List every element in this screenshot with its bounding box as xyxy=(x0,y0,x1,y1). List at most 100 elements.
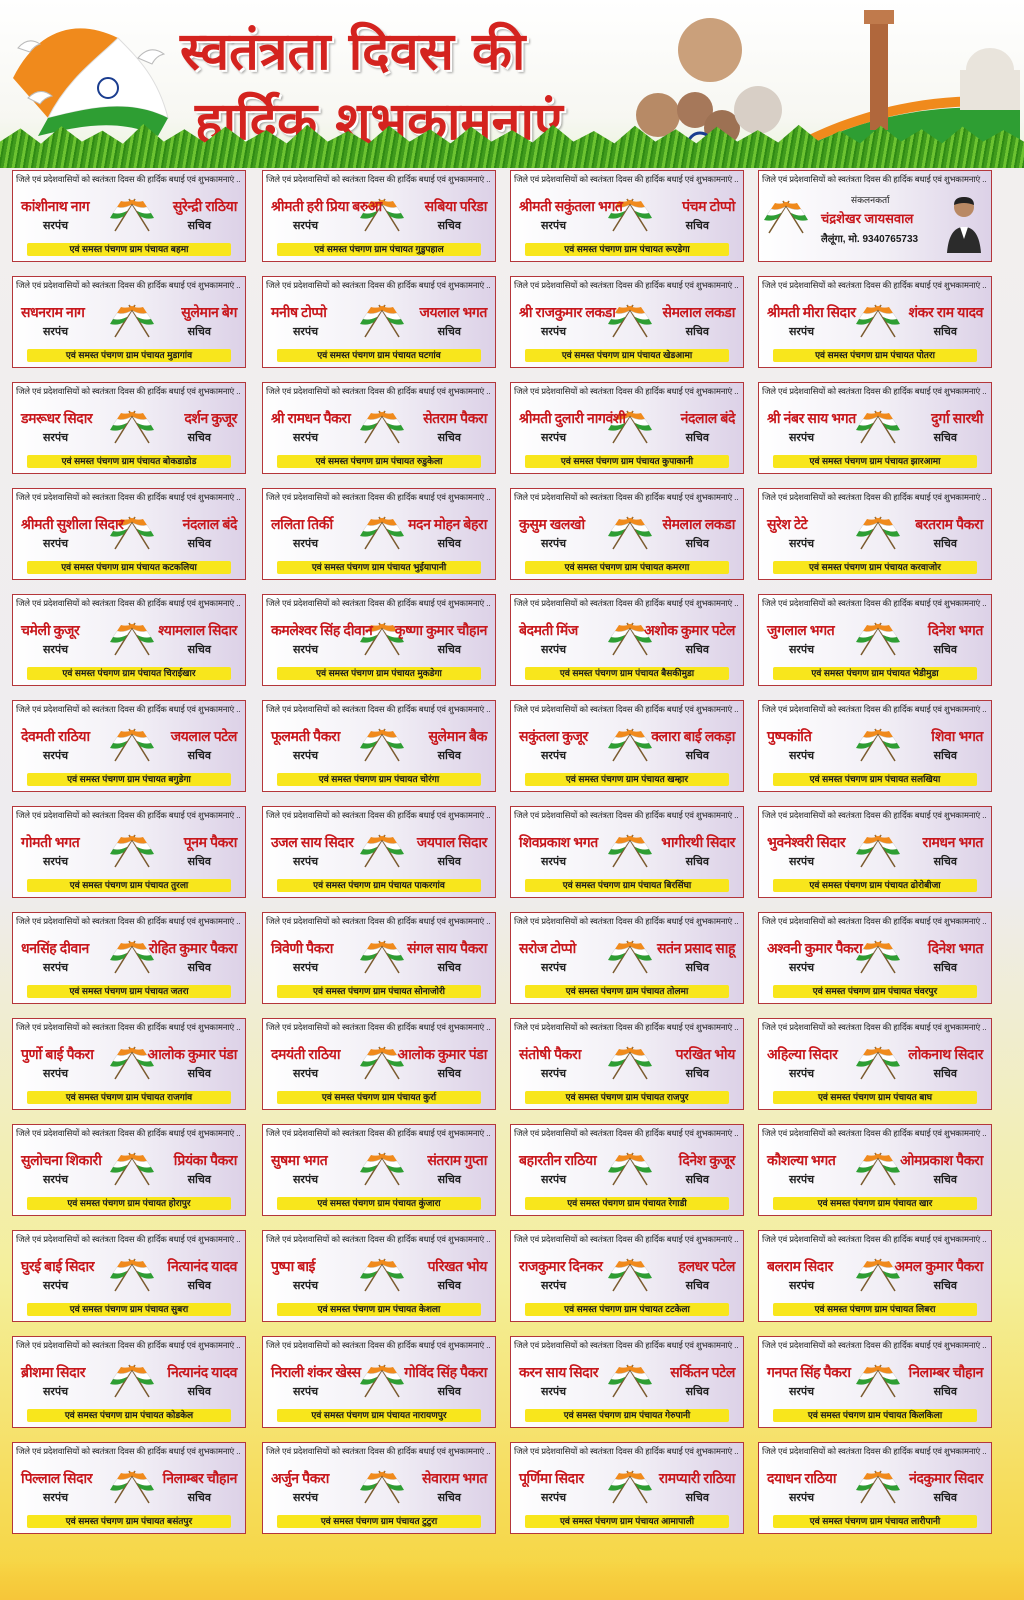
banner-header: स्वतंत्रता दिवस की हार्दिक शुभकामनाएं xyxy=(0,0,1024,168)
sarpanch-name: अर्जुन पैकरा xyxy=(271,1470,329,1486)
sachiv-name: अशोक कुमार पटेल xyxy=(644,622,735,638)
crossed-flags-icon xyxy=(359,1255,405,1293)
sarpanch-name: पुर्णो बाई पैकरा xyxy=(21,1046,94,1062)
wishes-card: जिले एवं प्रदेशवासियों को स्वतंत्रता दिव… xyxy=(758,276,992,368)
wishes-card: जिले एवं प्रदेशवासियों को स्वतंत्रता दिव… xyxy=(12,700,246,792)
sachiv-name: जयलाल पटेल xyxy=(170,728,238,744)
card-greeting: जिले एवं प्रदेशवासियों को स्वतंत्रता दिव… xyxy=(762,1446,987,1456)
sachiv-name: ओमप्रकाश पैकरा xyxy=(900,1152,983,1168)
gram-panchayat-strip: एवं समस्त पंचगण ग्राम पंचायत बिरसिंघा xyxy=(525,879,729,892)
sachiv-role: सचिव xyxy=(187,856,211,868)
sarpanch-role: सरपंच xyxy=(541,326,567,338)
gram-panchayat-strip: एवं समस्त पंचगण ग्राम पंचायत टुटुरा xyxy=(277,1515,481,1528)
card-greeting: जिले एवं प्रदेशवासियों को स्वतंत्रता दिव… xyxy=(16,598,241,608)
gram-panchayat-strip: एवं समस्त पंचगण ग्राम पंचायत कटकलिया xyxy=(27,561,231,574)
crossed-flags-icon xyxy=(763,197,809,235)
sachiv-role: सचिव xyxy=(685,1068,709,1080)
wishes-card: जिले एवं प्रदेशवासियों को स्वतंत्रता दिव… xyxy=(12,1124,246,1216)
sarpanch-name: जुगलाल भगत xyxy=(767,622,835,638)
wishes-card: जिले एवं प्रदेशवासियों को स्वतंत्रता दिव… xyxy=(758,594,992,686)
gram-panchayat-strip: एवं समस्त पंचगण ग्राम पंचायत केशला xyxy=(277,1303,481,1316)
sarpanch-name: त्रिवेणी पैकरा xyxy=(271,940,334,956)
sarpanch-role: सरपंच xyxy=(789,1280,815,1292)
crossed-flags-icon xyxy=(109,831,155,869)
avatar xyxy=(945,193,983,253)
sachiv-role: सचिव xyxy=(933,1492,957,1504)
sarpanch-role: सरपंच xyxy=(789,856,815,868)
sarpanch-name: पुष्पकांति xyxy=(767,728,812,744)
wishes-card: जिले एवं प्रदेशवासियों को स्वतंत्रता दिव… xyxy=(262,594,496,686)
sachiv-role: सचिव xyxy=(187,1280,211,1292)
sachiv-role: सचिव xyxy=(933,538,957,550)
wishes-card: जिले एवं प्रदेशवासियों को स्वतंत्रता दिव… xyxy=(12,1018,246,1110)
card-greeting: जिले एवं प्रदेशवासियों को स्वतंत्रता दिव… xyxy=(266,280,491,290)
sarpanch-role: सरपंच xyxy=(43,538,69,550)
sarpanch-name: करन साय सिदार xyxy=(519,1364,599,1380)
sachiv-role: सचिव xyxy=(933,1280,957,1292)
crossed-flags-icon xyxy=(109,725,155,763)
sachiv-role: सचिव xyxy=(685,962,709,974)
card-greeting: जिले एवं प्रदेशवासियों को स्वतंत्रता दिव… xyxy=(762,916,987,926)
wishes-card-grid: जिले एवं प्रदेशवासियों को स्वतंत्रता दिव… xyxy=(8,170,1014,1562)
crossed-flags-icon xyxy=(359,513,405,551)
crossed-flags-icon xyxy=(855,619,901,657)
sachiv-name: क्लारा बाई लकड़ा xyxy=(651,728,735,744)
crossed-flags-icon xyxy=(607,301,653,339)
wishes-card: जिले एवं प्रदेशवासियों को स्वतंत्रता दिव… xyxy=(262,1336,496,1428)
sarpanch-name: कौशल्या भगत xyxy=(767,1152,836,1168)
sachiv-name: जयलाल भगत xyxy=(419,304,487,320)
gram-panchayat-strip: एवं समस्त पंचगण ग्राम पंचायत जतरा xyxy=(27,985,231,998)
sachiv-role: सचिव xyxy=(187,1174,211,1186)
crossed-flags-icon xyxy=(855,1149,901,1187)
compiler-name: चंद्रशेखर जायसवाल xyxy=(821,211,914,226)
sachiv-name: पूनम पैकरा xyxy=(183,834,238,850)
crossed-flags-icon xyxy=(359,1043,405,1081)
gram-panchayat-strip: एवं समस्त पंचगण ग्राम पंचायत झारआमा xyxy=(773,455,977,468)
sarpanch-role: सरपंच xyxy=(541,220,567,232)
sarpanch-role: सरपंच xyxy=(789,962,815,974)
sarpanch-role: सरपंच xyxy=(541,750,567,762)
sarpanch-name: अहिल्या सिदार xyxy=(767,1046,838,1062)
page-title-line1: स्वतंत्रता दिवस की xyxy=(180,21,526,82)
sarpanch-role: सरपंच xyxy=(789,1492,815,1504)
sarpanch-role: सरपंच xyxy=(789,538,815,550)
compiler-phone: लैलूंगा, मो. 9340765733 xyxy=(821,234,919,245)
sarpanch-role: सरपंच xyxy=(541,1174,567,1186)
sachiv-name: निलाम्बर चौहान xyxy=(908,1364,984,1380)
card-greeting: जिले एवं प्रदेशवासियों को स्वतंत्रता दिव… xyxy=(514,1340,739,1350)
sarpanch-name: पुष्पा बाई xyxy=(271,1258,316,1274)
sarpanch-name: फूलमती पैकरा xyxy=(271,728,341,744)
card-greeting: जिले एवं प्रदेशवासियों को स्वतंत्रता दिव… xyxy=(266,1022,491,1032)
sachiv-name: रामप्यारी राठिया xyxy=(658,1470,736,1486)
sachiv-name: आलोक कुमार पंडा xyxy=(147,1046,237,1062)
sachiv-role: सचिव xyxy=(187,962,211,974)
sarpanch-role: सरपंच xyxy=(293,1068,319,1080)
gram-panchayat-strip: एवं समस्त पंचगण ग्राम पंचायत रेगाडी xyxy=(525,1197,729,1210)
crossed-flags-icon xyxy=(109,1043,155,1081)
crossed-flags-icon xyxy=(109,1149,155,1187)
gram-panchayat-strip: एवं समस्त पंचगण ग्राम पंचायत किलकिला xyxy=(773,1409,977,1422)
card-greeting: जिले एवं प्रदेशवासियों को स्वतंत्रता दिव… xyxy=(514,1446,739,1456)
sarpanch-name: निराली शंकर खेस्स xyxy=(271,1364,361,1380)
sarpanch-role: सरपंच xyxy=(541,1492,567,1504)
sachiv-role: सचिव xyxy=(685,432,709,444)
sarpanch-name: कांशीनाथ नाग xyxy=(21,198,90,214)
gram-panchayat-strip: एवं समस्त पंचगण ग्राम पंचायत तोलमा xyxy=(525,985,729,998)
wishes-card: जिले एवं प्रदेशवासियों को स्वतंत्रता दिव… xyxy=(262,700,496,792)
gram-panchayat-strip: एवं समस्त पंचगण ग्राम पंचायत मुकडेगा xyxy=(277,667,481,680)
crossed-flags-icon xyxy=(855,1043,901,1081)
card-greeting: जिले एवं प्रदेशवासियों को स्वतंत्रता दिव… xyxy=(762,704,987,714)
sachiv-name: सेमलाल लकडा xyxy=(662,304,736,320)
sarpanch-role: सरपंच xyxy=(789,1068,815,1080)
sarpanch-role: सरपंच xyxy=(789,1174,815,1186)
sachiv-name: रोहित कुमार पैकरा xyxy=(148,940,238,956)
sarpanch-role: सरपंच xyxy=(293,538,319,550)
sachiv-name: गोविंद सिंह पैकरा xyxy=(404,1364,487,1380)
card-greeting: जिले एवं प्रदेशवासियों को स्वतंत्रता दिव… xyxy=(514,1128,739,1138)
wishes-card: जिले एवं प्रदेशवासियों को स्वतंत्रता दिव… xyxy=(510,806,744,898)
sachiv-role: सचिव xyxy=(437,1174,461,1186)
crossed-flags-icon xyxy=(607,1255,653,1293)
wishes-card: जिले एवं प्रदेशवासियों को स्वतंत्रता दिव… xyxy=(12,170,246,262)
crossed-flags-icon xyxy=(607,407,653,445)
sarpanch-name: श्री राजकुमार लकडा xyxy=(519,304,616,320)
